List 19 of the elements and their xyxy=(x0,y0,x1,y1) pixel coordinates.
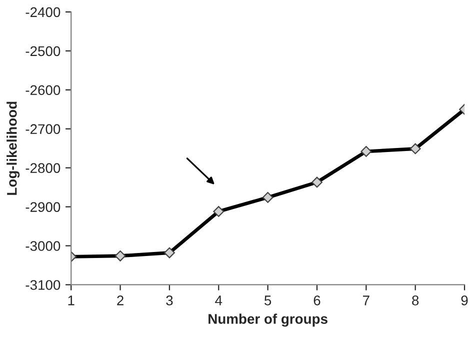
x-tick-label: 1 xyxy=(68,296,74,306)
y-tick-label: -2400 xyxy=(26,7,60,18)
x-tick-label: 6 xyxy=(314,296,320,306)
y-tick-label: -3100 xyxy=(26,280,60,290)
y-axis-title: Log-likelihood xyxy=(6,102,20,195)
y-tick-label: -2900 xyxy=(26,202,60,212)
y-tick-label: -2800 xyxy=(26,163,60,173)
x-axis-title: Number of groups xyxy=(208,314,328,327)
x-tick-label: 7 xyxy=(363,296,370,306)
y-tick-label: -2700 xyxy=(26,124,60,134)
x-tick-label: 2 xyxy=(117,296,124,306)
y-tick-label: -3000 xyxy=(26,241,60,251)
x-tick-label: 9 xyxy=(461,296,468,306)
y-tick-label: -2600 xyxy=(26,85,60,96)
x-tick-label: 5 xyxy=(264,296,272,306)
y-tick-label: -2500 xyxy=(26,46,60,56)
x-tick-label: 8 xyxy=(412,296,419,306)
x-tick-label: 4 xyxy=(215,296,222,306)
x-tick-label: 3 xyxy=(166,296,173,306)
